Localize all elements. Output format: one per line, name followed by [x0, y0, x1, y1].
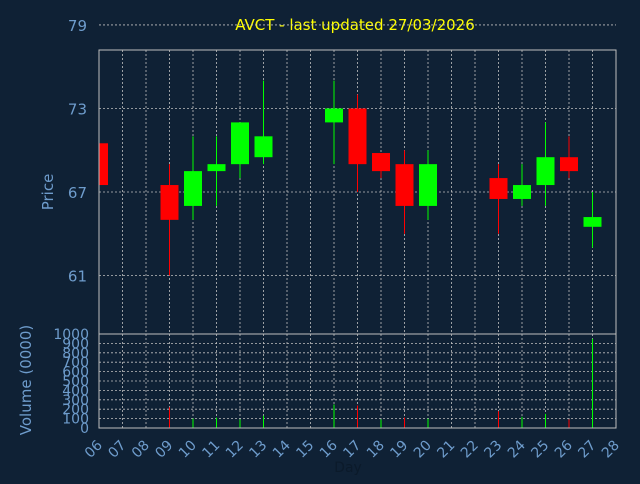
volume-tick-label: 500: [62, 374, 89, 390]
candle-body: [231, 122, 249, 165]
price-axis-label: Price: [39, 174, 57, 211]
candle-body: [160, 185, 179, 220]
day-tick-label: 26: [552, 437, 576, 461]
volume-tick-label: 700: [62, 355, 89, 371]
day-tick-label: 11: [199, 438, 223, 462]
candle-body: [536, 157, 555, 186]
price-tick-label: 73: [68, 100, 87, 118]
candle-body: [254, 136, 273, 158]
candle-25: [536, 122, 555, 206]
volume-tick-label: 800: [62, 346, 89, 362]
candle-18: [372, 153, 390, 179]
candle-body: [395, 164, 414, 206]
candle-11: [207, 136, 226, 206]
candle-16: [325, 80, 343, 165]
day-tick-labels: 06 07 08 09 10 11 12 13 14 15 16 17 18 19 20 21 22 23 24 25…: [82, 437, 623, 461]
price-tick-label: 67: [68, 184, 87, 202]
candle-13: [254, 80, 273, 165]
volume-axis-label: Volume (0000): [17, 325, 35, 435]
candle-19: [395, 150, 414, 234]
day-tick-label: 09: [152, 438, 176, 462]
candle-body: [583, 217, 602, 227]
candle-06: [98, 143, 108, 186]
day-tick-label: 06: [82, 437, 106, 461]
day-tick-label: 28: [599, 438, 623, 462]
candle-20: [419, 150, 437, 220]
volume-tick-label: 1000: [53, 327, 89, 343]
candle-body: [207, 164, 226, 172]
volume-tick-label: 0: [80, 421, 89, 437]
day-tick-label: 23: [481, 438, 505, 462]
day-tick-label: 22: [458, 438, 482, 462]
volume-tick-label: 600: [62, 365, 89, 381]
price-tick-label: 61: [68, 268, 87, 286]
day-tick-label: 25: [528, 438, 552, 462]
day-tick-label: 13: [246, 438, 270, 462]
candle-27: [583, 192, 602, 248]
day-tick-label: 20: [411, 438, 435, 462]
candles: [98, 80, 602, 276]
candle-24: [513, 164, 531, 206]
day-tick-label: 17: [340, 438, 364, 462]
volume-plot-frame: [98, 333, 617, 429]
candle-23: [489, 164, 508, 234]
candle-12: [231, 122, 249, 179]
volume-tick-label: 200: [62, 402, 89, 418]
candle-09: [160, 164, 179, 276]
candle-body: [372, 153, 390, 172]
candle-body: [99, 143, 108, 186]
day-tick-label: 10: [176, 438, 200, 462]
candle-26: [560, 136, 578, 179]
day-tick-label: 15: [293, 438, 317, 462]
day-tick-label: 12: [223, 438, 247, 462]
day-tick-label: 24: [505, 437, 529, 461]
candle-body: [184, 171, 202, 206]
day-tick-label: 21: [434, 438, 458, 462]
candle-body: [489, 178, 508, 199]
candle-body: [348, 108, 367, 165]
day-tick-label: 07: [105, 438, 129, 462]
volume-tick-label: 100: [62, 412, 89, 428]
candle-body: [419, 164, 437, 206]
day-tick-label: 19: [387, 438, 411, 462]
candle-body: [560, 157, 578, 172]
candle-17: [348, 94, 367, 192]
price-tick-label: 79: [68, 17, 87, 35]
volume-bars: [169, 338, 593, 428]
volume-tick-label: 900: [62, 336, 89, 352]
candle-body: [325, 108, 343, 123]
day-tick-label: 14: [270, 437, 294, 461]
volume-tick-label: 400: [62, 383, 89, 399]
day-tick-label: 18: [364, 438, 388, 462]
candle-10: [184, 136, 202, 220]
volume-tick-label: 300: [62, 393, 89, 409]
day-tick-label: 16: [317, 437, 341, 461]
candle-body: [513, 185, 531, 199]
day-tick-label: 08: [129, 438, 153, 462]
day-axis-label: Day: [334, 460, 362, 476]
day-tick-label: 27: [575, 438, 599, 462]
price-tick-labels: 61 67 73 79: [68, 17, 87, 286]
